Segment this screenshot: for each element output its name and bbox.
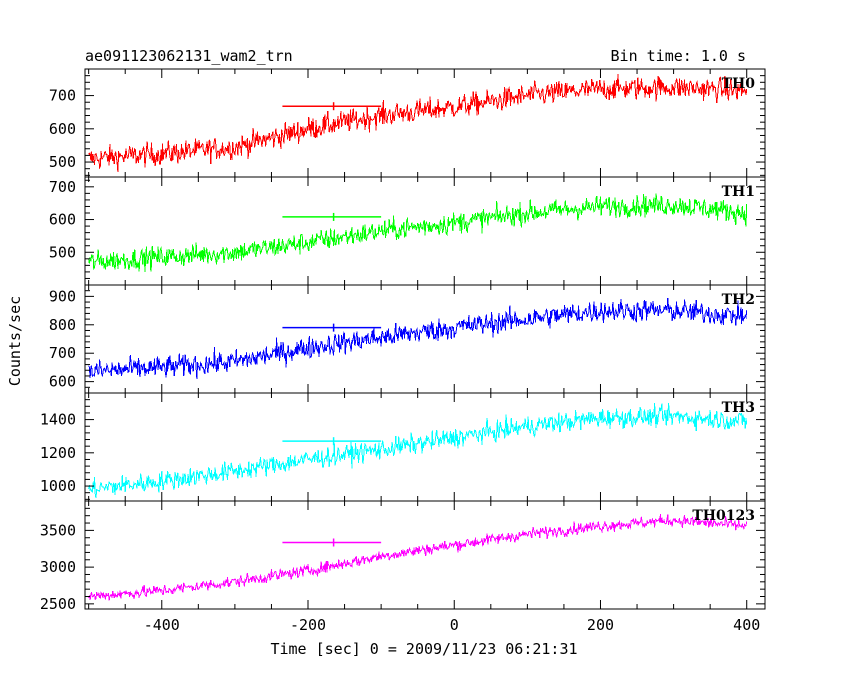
y-tick-label: 3000 [40,558,76,576]
series-line-th1 [88,193,748,272]
y-tick-label: 500 [49,153,76,171]
panel-label-th0: TH0 [722,76,756,92]
y-tick-label: 1200 [40,444,76,462]
series-line-th2 [88,298,748,380]
series-line-th0123 [88,514,748,601]
panels-layer: 500 600 700 TH0 500 600 700 TH1 600 700 800 900 TH2 1… [40,68,766,634]
y-tick-label: 700 [49,178,76,196]
panel-frame-th2 [84,284,766,394]
panel-label-th0123: TH0123 [692,508,755,524]
y-tick-label: 3500 [40,521,76,539]
panel-label-th3: TH3 [722,400,755,416]
panel-frame-th0123 [84,500,766,610]
y-tick-label: 1400 [40,411,76,429]
panel-frame-th0 [84,68,766,178]
y-tick-label: 700 [49,344,76,362]
y-tick-label: 700 [49,87,76,105]
panel-th2: 600 700 800 900 TH2 [49,284,766,394]
panel-label-th2: TH2 [722,292,755,308]
panel-th1: 500 600 700 TH1 [49,176,766,286]
y-tick-label: 500 [49,243,76,261]
chart-title: ae091123062131_wam2_trn [85,47,293,65]
y-tick-label: 600 [49,120,76,138]
bin-time-label: Bin time: 1.0 s [611,47,746,65]
panel-th0123: 2500 3000 3500 TH0123 [40,500,766,613]
x-tick-label: 400 [733,616,760,634]
series-line-th0 [88,73,748,173]
x-tick-label: 0 [450,616,459,634]
y-tick-label: 900 [49,287,76,305]
x-axis-label: Time [sec] 0 = 2009/11/23 06:21:31 [270,640,577,658]
y-axis-label: Counts/sec [6,296,24,386]
panel-th3: 1000 1200 1400 TH3 [40,392,766,502]
x-tick-label: -200 [290,616,326,634]
y-tick-label: 800 [49,316,76,334]
panel-th0: 500 600 700 TH0 [49,68,766,178]
x-tick-label: 200 [587,616,614,634]
x-tick-label: -400 [144,616,180,634]
y-tick-label: 2500 [40,595,76,613]
y-tick-label: 600 [49,211,76,229]
y-tick-label: 1000 [40,477,76,495]
panel-frame-th3 [84,392,766,502]
panel-label-th1: TH1 [722,184,755,200]
y-tick-label: 600 [49,373,76,391]
series-line-th3 [88,403,748,499]
